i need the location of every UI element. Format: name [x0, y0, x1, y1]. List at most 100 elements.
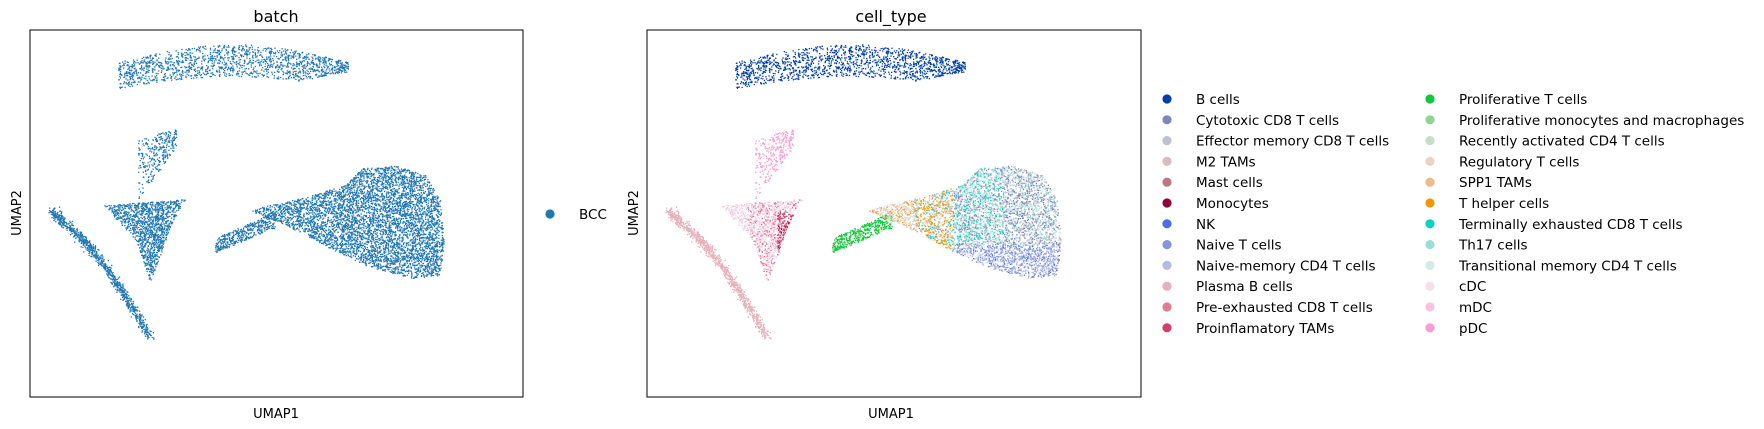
batch-point: [144, 61, 145, 62]
batch-point: [219, 53, 220, 54]
batch-point: [157, 259, 158, 260]
batch-point: [224, 74, 225, 75]
batch-point: [174, 62, 175, 63]
batch-point: [147, 226, 148, 227]
batch-point: [223, 59, 224, 60]
batch-point: [125, 301, 126, 302]
batch-point: [131, 209, 132, 210]
batch-point: [132, 73, 133, 74]
batch-point: [179, 61, 180, 62]
batch-point: [234, 244, 235, 245]
batch-point: [241, 232, 242, 233]
batch-point: [258, 223, 259, 224]
batch-point: [148, 242, 149, 243]
batch-point: [103, 264, 104, 265]
batch-point: [136, 225, 137, 226]
batch-point: [274, 226, 275, 227]
batch-point: [401, 168, 402, 169]
batch-point: [252, 63, 253, 64]
batch-point: [310, 71, 311, 72]
batch-point: [132, 79, 133, 80]
batch-point: [118, 79, 119, 80]
batch-point: [137, 60, 138, 61]
batch-point: [210, 56, 211, 57]
batch-point: [142, 162, 143, 163]
batch-point: [289, 73, 290, 74]
batch-point: [258, 225, 259, 226]
batch-point: [139, 221, 140, 222]
batch-point: [181, 49, 182, 50]
batch-point: [224, 45, 225, 46]
batch-point: [293, 75, 294, 76]
batch-point: [319, 66, 320, 67]
batch-point: [154, 79, 155, 80]
batch-point: [66, 226, 67, 227]
batch-point: [251, 66, 252, 67]
batch-point: [161, 63, 162, 64]
batch-point: [350, 190, 351, 191]
batch-point: [239, 45, 240, 46]
batch-point: [377, 236, 378, 237]
batch-point: [293, 56, 294, 57]
batch-point: [142, 187, 143, 188]
batch-point: [258, 75, 259, 76]
batch-point: [171, 76, 172, 77]
batch-point: [143, 177, 144, 178]
batch-point: [214, 65, 215, 66]
batch-point: [151, 205, 152, 206]
batch-point: [407, 211, 408, 212]
batch-point: [203, 46, 204, 47]
batch-point: [138, 240, 139, 241]
batch-point: [302, 69, 303, 70]
batch-point: [140, 191, 141, 192]
batch-point: [147, 224, 148, 225]
batch-point: [257, 50, 258, 51]
batch-point: [363, 175, 364, 176]
batch-point: [148, 239, 149, 240]
batch-point: [144, 59, 145, 60]
batch-point: [64, 221, 65, 222]
batch-point: [161, 232, 162, 233]
batch-point: [73, 236, 74, 237]
batch-point: [248, 226, 249, 227]
batch-point: [147, 206, 148, 207]
batch-point: [151, 60, 152, 61]
batch-point: [96, 253, 97, 254]
batch-point: [303, 65, 304, 66]
batch-point: [263, 220, 264, 221]
batch-point: [175, 202, 176, 203]
batch-point: [150, 254, 151, 255]
batch-point: [170, 212, 171, 213]
batch-point: [309, 59, 310, 60]
batch-point: [130, 309, 131, 310]
batch-point: [230, 70, 231, 71]
batch-point: [204, 60, 205, 61]
batch-point: [128, 62, 129, 63]
batch-point: [116, 292, 117, 293]
batch-point: [238, 57, 239, 58]
batch-point: [139, 196, 140, 197]
batch-point: [162, 138, 163, 139]
batch-point: [150, 220, 151, 221]
batch-point: [174, 72, 175, 73]
batch-point: [81, 243, 82, 244]
batch-point: [79, 235, 80, 236]
batch-point: [145, 327, 146, 328]
batch-point: [261, 231, 262, 232]
batch-point: [224, 239, 225, 240]
batch-point: [87, 250, 88, 251]
batch-point: [321, 73, 322, 74]
batch-point: [53, 211, 54, 212]
batch-point: [180, 206, 181, 207]
batch-point: [166, 235, 167, 236]
batch-point: [163, 247, 164, 248]
batch-point: [135, 210, 136, 211]
batch-point: [142, 221, 143, 222]
batch-point: [414, 212, 415, 213]
batch-point: [157, 252, 158, 253]
batch-point: [147, 264, 148, 265]
batch-point: [126, 291, 127, 292]
batch-point: [301, 62, 302, 63]
batch-point: [260, 62, 261, 63]
batch-point: [115, 289, 116, 290]
